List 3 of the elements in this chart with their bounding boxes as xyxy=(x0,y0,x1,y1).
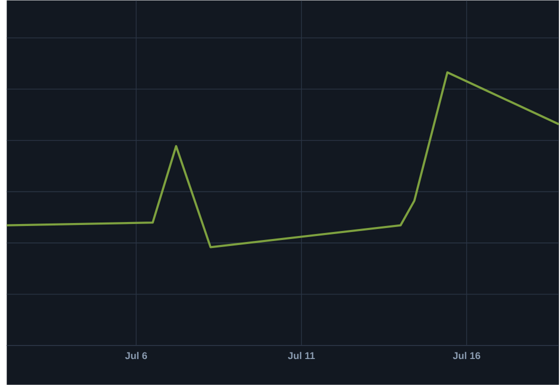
x-tick-label: Jul 11 xyxy=(288,352,315,360)
x-tick-label: Jul 6 xyxy=(125,352,148,360)
x-tick-label: Jul 16 xyxy=(452,352,480,360)
